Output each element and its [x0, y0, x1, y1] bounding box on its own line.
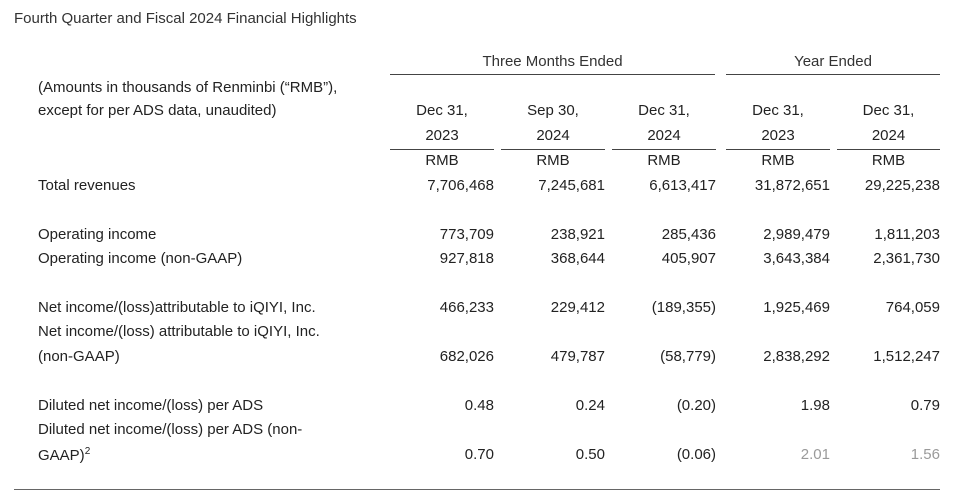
- cell-total-revenues-5: 29,225,238: [864, 177, 940, 194]
- footnote-marker: 2: [84, 446, 91, 457]
- cell-diluted-ng-5: 1.56: [910, 446, 940, 463]
- col3-currency: RMB: [647, 152, 681, 169]
- col3-year: 2024: [647, 127, 681, 144]
- cell-net-income-4: 1,925,469: [763, 299, 830, 316]
- units-note-line1: (Amounts in thousands of Renminbi (“RMB”…: [38, 79, 338, 96]
- units-note-line2: except for per ADS data, unaudited): [38, 102, 277, 119]
- col1-rule: [390, 149, 494, 150]
- col1-date: Dec 31,: [416, 102, 468, 119]
- cell-net-income-ng-3: (58,779): [660, 348, 716, 365]
- row-label-diluted: Diluted net income/(loss) per ADS: [38, 397, 264, 414]
- col4-currency: RMB: [761, 152, 795, 169]
- col2-year: 2024: [536, 127, 570, 144]
- col1-year: 2023: [425, 127, 459, 144]
- cell-operating-income-ng-1: 927,818: [439, 250, 494, 267]
- row-label-total-revenues: Total revenues: [38, 177, 136, 194]
- cell-diluted-ng-3: (0.06): [676, 446, 716, 463]
- cell-total-revenues-3: 6,613,417: [649, 177, 716, 194]
- cell-diluted-4: 1.98: [800, 397, 830, 414]
- row-label-net-income: Net income/(loss)attributable to iQIYI, …: [38, 299, 316, 316]
- three-months-header: Three Months Ended: [482, 53, 623, 70]
- cell-diluted-ng-1: 0.70: [464, 446, 494, 463]
- cell-net-income-2: 229,412: [550, 299, 605, 316]
- cell-operating-income-1: 773,709: [439, 226, 494, 243]
- col5-rule: [837, 149, 940, 150]
- page-title: Fourth Quarter and Fiscal 2024 Financial…: [14, 10, 357, 27]
- row-label-operating-income-ng: Operating income (non-GAAP): [38, 250, 243, 267]
- col2-date: Sep 30,: [527, 102, 579, 119]
- row-label-diluted-ng-line1: Diluted net income/(loss) per ADS (non-: [38, 421, 303, 438]
- cell-operating-income-ng-5: 2,361,730: [873, 250, 940, 267]
- col3-date: Dec 31,: [638, 102, 690, 119]
- col5-year: 2024: [871, 127, 906, 144]
- cell-operating-income-3: 285,436: [661, 226, 716, 243]
- cell-operating-income-ng-4: 3,643,384: [763, 250, 830, 267]
- cell-operating-income-4: 2,989,479: [763, 226, 830, 243]
- col4-year: 2023: [761, 127, 795, 144]
- col4-rule: [726, 149, 830, 150]
- cell-operating-income-5: 1,811,203: [874, 226, 940, 243]
- col5-currency: RMB: [871, 152, 906, 169]
- cell-net-income-ng-5: 1,512,247: [873, 348, 940, 365]
- col5-date: Dec 31,: [862, 102, 915, 119]
- cell-total-revenues-2: 7,245,681: [538, 177, 605, 194]
- cell-total-revenues-1: 7,706,468: [427, 177, 494, 194]
- col4-date: Dec 31,: [752, 102, 804, 119]
- row-label-diluted-ng-line2: GAAP): [38, 447, 85, 464]
- year-ended-header: Year Ended: [794, 53, 872, 70]
- col3-rule: [612, 149, 716, 150]
- row-label-net-income-ng-line2: (non-GAAP): [38, 348, 120, 365]
- row-label-diluted-ng-line2-wrap: GAAP)2: [38, 446, 90, 464]
- cell-net-income-3: (189,355): [651, 299, 716, 316]
- cell-operating-income-ng-3: 405,907: [661, 250, 716, 267]
- cell-operating-income-ng-2: 368,644: [550, 250, 605, 267]
- table-bottom-rule: [14, 489, 940, 490]
- three-months-rule: [390, 74, 715, 75]
- cell-net-income-5: 764,059: [885, 299, 940, 316]
- cell-operating-income-2: 238,921: [550, 226, 605, 243]
- cell-diluted-ng-2: 0.50: [575, 446, 605, 463]
- cell-total-revenues-4: 31,872,651: [754, 177, 830, 194]
- row-label-net-income-ng-line1: Net income/(loss) attributable to iQIYI,…: [38, 323, 320, 340]
- row-label-operating-income: Operating income: [38, 226, 157, 243]
- cell-diluted-5: 0.79: [910, 397, 940, 414]
- cell-net-income-ng-4: 2,838,292: [763, 348, 830, 365]
- cell-diluted-1: 0.48: [464, 397, 494, 414]
- col1-currency: RMB: [425, 152, 459, 169]
- year-ended-rule: [726, 74, 940, 75]
- col2-rule: [501, 149, 605, 150]
- cell-net-income-1: 466,233: [439, 299, 494, 316]
- col2-currency: RMB: [536, 152, 570, 169]
- cell-diluted-ng-4: 2.01: [800, 446, 830, 463]
- cell-net-income-ng-2: 479,787: [550, 348, 605, 365]
- cell-net-income-ng-1: 682,026: [439, 348, 494, 365]
- cell-diluted-3: (0.20): [676, 397, 716, 414]
- cell-diluted-2: 0.24: [575, 397, 605, 414]
